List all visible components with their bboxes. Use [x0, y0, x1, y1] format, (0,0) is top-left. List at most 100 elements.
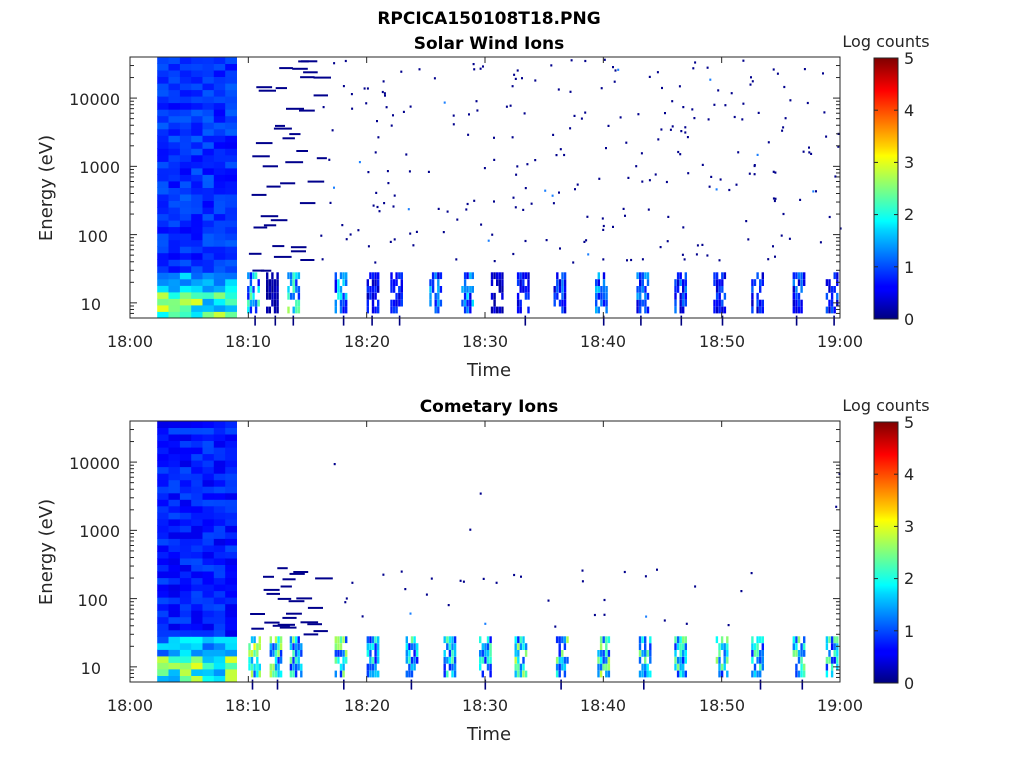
- sparse-count: [774, 171, 777, 174]
- heatmap-cell: [191, 538, 203, 546]
- heatmap-cell: [191, 466, 203, 474]
- burst-cell: [753, 643, 757, 650]
- burst-cell: [674, 299, 677, 307]
- heatmap-cell: [225, 115, 237, 123]
- burst-cell: [466, 306, 469, 314]
- sparse-count: [551, 194, 554, 197]
- heatmap-cell: [191, 161, 203, 169]
- burst-cell: [490, 292, 494, 300]
- sparse-count: [402, 110, 405, 113]
- heatmap-cell: [157, 76, 169, 84]
- heatmap-cell: [157, 603, 169, 611]
- burst-cell: [469, 292, 472, 300]
- burst-cell: [416, 656, 419, 664]
- heatmap-cell: [202, 447, 215, 455]
- burst-cell: [676, 272, 680, 280]
- burst-cell: [682, 663, 685, 671]
- heatmap-cell: [191, 662, 203, 670]
- heatmap-cell: [225, 538, 237, 546]
- heatmap-cell: [168, 226, 181, 234]
- heatmap-cell: [225, 636, 237, 644]
- burst-cell: [400, 299, 403, 307]
- heatmap-cell: [191, 642, 203, 650]
- burst-cell: [377, 286, 380, 293]
- transition-dash: [248, 252, 262, 255]
- burst-cell: [501, 292, 504, 300]
- heatmap-cell: [168, 558, 181, 565]
- burst-cell: [410, 670, 414, 678]
- heatmap-cell: [191, 226, 203, 234]
- cometary-colorbar: Log counts 0 1 2 3 4 5: [842, 396, 929, 693]
- sparse-count: [581, 569, 584, 572]
- sparse-count: [630, 258, 633, 262]
- burst-cell: [292, 286, 295, 293]
- burst-cell: [558, 299, 562, 307]
- burst-cell: [466, 272, 469, 280]
- heatmap-cell: [168, 473, 181, 481]
- sparse-count: [559, 148, 562, 151]
- burst-cell: [266, 292, 269, 300]
- heatmap-cell: [202, 597, 215, 605]
- burst-cell: [390, 306, 393, 314]
- heatmap-cell: [179, 291, 192, 299]
- burst-cell: [522, 279, 525, 286]
- burst-cell: [676, 279, 680, 286]
- burst-cell: [377, 643, 380, 650]
- burst-cell: [825, 670, 829, 678]
- heatmap-cell: [179, 571, 192, 579]
- burst-cell: [294, 643, 298, 650]
- burst-cell: [256, 663, 259, 671]
- burst-cell: [250, 636, 254, 644]
- sparse-count: [619, 116, 622, 119]
- burst-cell: [514, 636, 517, 644]
- burst-cell: [563, 306, 567, 314]
- burst-cell: [490, 306, 494, 314]
- sparse-count: [550, 64, 553, 67]
- burst-cell: [682, 636, 685, 644]
- sparse-count: [772, 68, 775, 71]
- sparse-count: [366, 87, 369, 90]
- y-tick-label: 1000: [79, 158, 120, 177]
- burst-cell: [256, 656, 259, 664]
- burst-cell: [400, 286, 403, 293]
- heatmap-cell: [168, 200, 181, 208]
- burst-cell: [641, 279, 644, 286]
- sparse-count: [557, 88, 560, 91]
- heatmap-cell: [191, 213, 203, 221]
- burst-cell: [248, 663, 251, 671]
- burst-cell: [269, 650, 272, 657]
- burst-cell: [405, 650, 408, 657]
- heatmap-cell: [191, 545, 203, 552]
- heatmap-cell: [213, 440, 226, 448]
- burst-cell: [759, 279, 762, 286]
- sparse-count: [331, 129, 334, 132]
- burst-cell: [553, 299, 556, 307]
- burst-cell: [413, 636, 416, 644]
- burst-cell: [250, 650, 254, 657]
- heatmap-cell: [179, 70, 192, 77]
- heatmap-cell: [202, 89, 215, 97]
- burst-cell: [247, 286, 250, 293]
- heatmap-cell: [168, 115, 181, 123]
- burst-cell: [684, 656, 687, 664]
- burst-cell: [795, 643, 798, 650]
- transition-dash: [272, 245, 285, 248]
- burst-cell: [721, 279, 724, 286]
- burst-cell: [490, 272, 494, 280]
- sparse-count: [484, 622, 487, 625]
- sparse-count: [663, 619, 666, 622]
- burst-cell: [256, 650, 259, 657]
- burst-cell: [249, 299, 253, 307]
- sparse-count: [493, 136, 495, 139]
- sparse-count: [660, 128, 663, 131]
- heatmap-cell: [225, 102, 237, 110]
- sparse-count: [682, 226, 685, 229]
- heatmap-cell: [157, 122, 169, 130]
- heatmap-cell: [179, 298, 192, 306]
- x-tick-label: 18:40: [580, 332, 626, 351]
- burst-cell: [374, 279, 377, 286]
- burst-cell: [437, 292, 440, 300]
- burst-cell: [597, 663, 600, 671]
- burst-tail: [292, 315, 295, 326]
- sparse-count: [349, 233, 352, 236]
